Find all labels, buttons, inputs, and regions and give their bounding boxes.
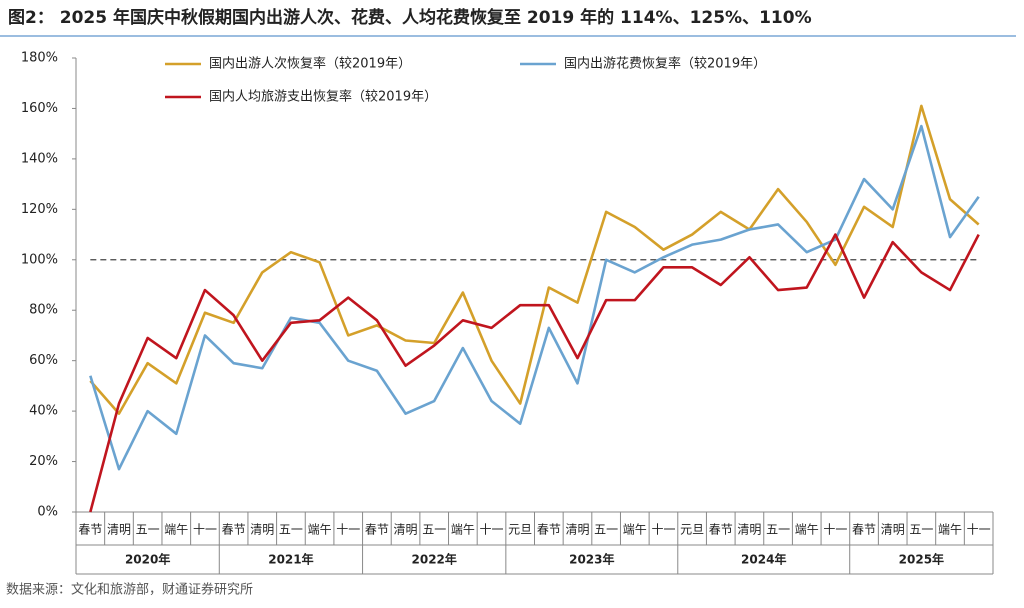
y-tick-label: 60% bbox=[29, 353, 58, 368]
x-tick-label: 清明 bbox=[737, 523, 761, 537]
group-label: 2022年 bbox=[412, 552, 457, 567]
group-label: 2023年 bbox=[569, 552, 614, 567]
x-tick-label: 十一 bbox=[967, 523, 991, 537]
x-tick-label: 十一 bbox=[823, 523, 847, 537]
series-line bbox=[89, 233, 980, 513]
x-tick-label: 五一 bbox=[136, 523, 160, 537]
x-tick-label: 十一 bbox=[480, 523, 504, 537]
group-label: 2020年 bbox=[125, 552, 170, 567]
y-tick-label: 100% bbox=[21, 252, 58, 267]
series-line bbox=[89, 104, 980, 415]
group-label: 2024年 bbox=[741, 552, 786, 567]
x-tick-label: 十一 bbox=[651, 523, 675, 537]
source: 数据来源：文化和旅游部，财通证券研究所 bbox=[6, 582, 253, 598]
x-tick-label: 五一 bbox=[422, 523, 446, 537]
y-tick-label: 0% bbox=[37, 505, 58, 520]
x-tick-label: 清明 bbox=[881, 523, 905, 537]
x-tick-label: 五一 bbox=[279, 523, 303, 537]
x-tick-label: 清明 bbox=[250, 523, 274, 537]
x-tick-label: 清明 bbox=[565, 523, 589, 537]
x-tick-label: 端午 bbox=[308, 523, 332, 537]
x-tick-label: 端午 bbox=[623, 523, 647, 537]
y-tick-label: 180% bbox=[21, 51, 58, 66]
x-tick-label: 元旦 bbox=[508, 523, 532, 537]
x-tick-label: 春节 bbox=[537, 523, 561, 537]
y-tick-label: 160% bbox=[21, 101, 58, 116]
x-tick-label: 端午 bbox=[164, 523, 188, 537]
x-tick-label: 五一 bbox=[909, 523, 933, 537]
y-tick-label: 140% bbox=[21, 151, 58, 166]
x-tick-label: 春节 bbox=[222, 523, 246, 537]
group-label: 2025年 bbox=[899, 552, 944, 567]
x-tick-label: 春节 bbox=[78, 523, 102, 537]
x-tick-label: 清明 bbox=[107, 523, 131, 537]
x-tick-label: 端午 bbox=[795, 523, 819, 537]
chart-title: 图2： 2025 年国庆中秋假期国内出游人次、花费、人均花费恢复至 2019 年… bbox=[8, 7, 812, 28]
legend-label: 国内出游人次恢复率（较2019年） bbox=[209, 56, 411, 72]
series-line bbox=[89, 124, 980, 471]
legend-label: 国内出游花费恢复率（较2019年） bbox=[564, 56, 766, 72]
y-tick-label: 80% bbox=[29, 303, 58, 318]
x-tick-label: 十一 bbox=[193, 523, 217, 537]
x-tick-label: 元旦 bbox=[680, 523, 704, 537]
y-tick-label: 120% bbox=[21, 202, 58, 217]
x-tick-label: 春节 bbox=[709, 523, 733, 537]
x-tick-label: 十一 bbox=[336, 523, 360, 537]
x-tick-label: 五一 bbox=[766, 523, 790, 537]
y-tick-label: 20% bbox=[29, 454, 58, 469]
legend-label: 国内人均旅游支出恢复率（较2019年） bbox=[209, 89, 437, 105]
x-tick-label: 五一 bbox=[594, 523, 618, 537]
x-tick-label: 端午 bbox=[451, 523, 475, 537]
x-tick-label: 清明 bbox=[394, 523, 418, 537]
x-tick-label: 春节 bbox=[852, 523, 876, 537]
x-tick-label: 端午 bbox=[938, 523, 962, 537]
x-tick-label: 春节 bbox=[365, 523, 389, 537]
y-tick-label: 40% bbox=[29, 404, 58, 419]
group-label: 2021年 bbox=[268, 552, 313, 567]
